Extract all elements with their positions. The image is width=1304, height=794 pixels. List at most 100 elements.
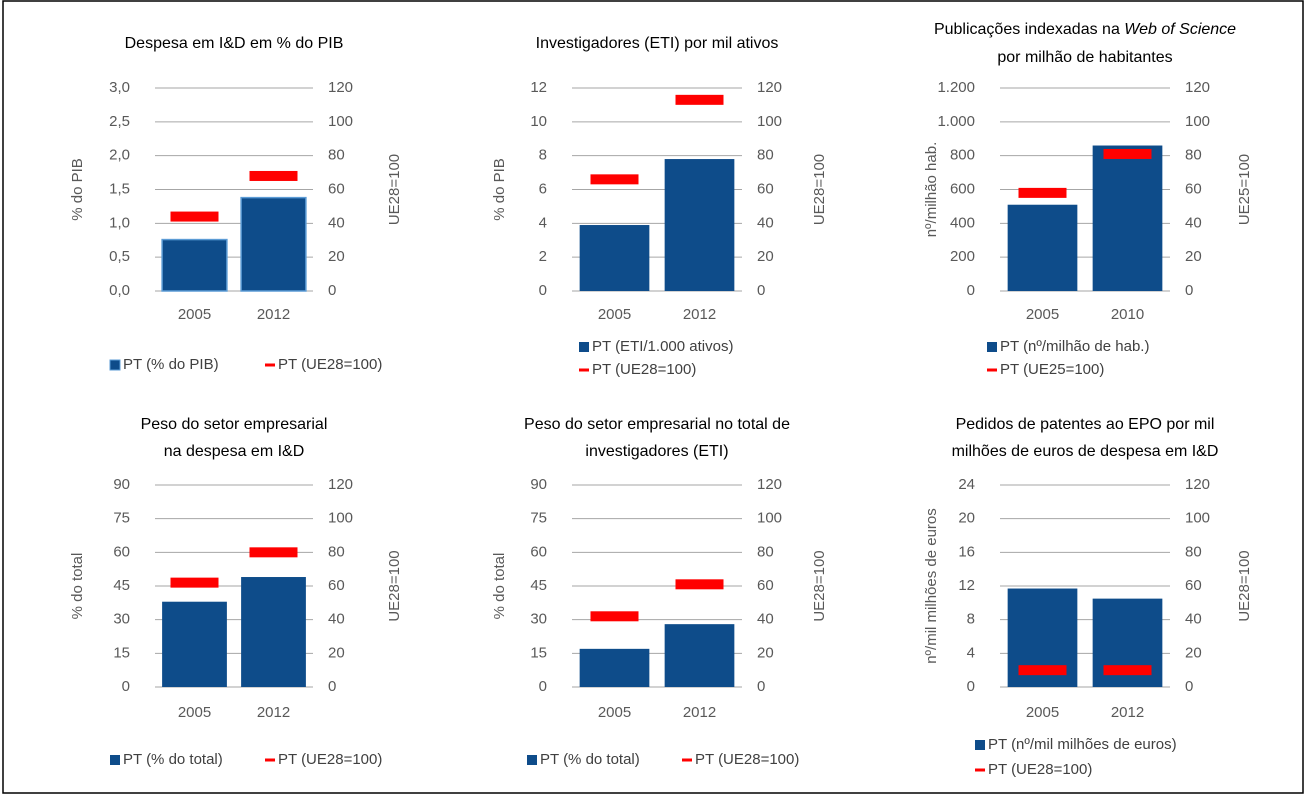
y2-axis-title: UE28=100 bbox=[811, 550, 828, 621]
y2-tick-label: 60 bbox=[757, 577, 774, 594]
y-tick-label: 0 bbox=[122, 678, 130, 695]
legend-swatch bbox=[110, 755, 120, 765]
legend-swatch bbox=[109, 359, 121, 371]
title-segment: Web of Science bbox=[1124, 21, 1236, 38]
y-axis-title: nº/milhão hab. bbox=[923, 142, 940, 238]
chart-title: por milhão de habitantes bbox=[997, 49, 1172, 66]
bar bbox=[161, 238, 228, 292]
y-axis-title: nº/mil milhões de euros bbox=[923, 508, 940, 664]
bar bbox=[579, 225, 650, 291]
y-tick-label: 800 bbox=[950, 147, 975, 164]
legend-swatch bbox=[987, 342, 997, 352]
x-tick-label: 2005 bbox=[598, 704, 631, 721]
y2-tick-label: 40 bbox=[328, 611, 345, 628]
x-tick-label: 2010 bbox=[1111, 306, 1144, 323]
legend-label: PT (UE28=100) bbox=[592, 361, 696, 378]
ue-marker bbox=[1018, 665, 1067, 676]
chart-title: milhões de euros de despesa em I&D bbox=[952, 443, 1219, 460]
y-tick-label: 0 bbox=[539, 678, 547, 695]
y2-tick-label: 100 bbox=[1185, 113, 1210, 130]
bar bbox=[1007, 204, 1078, 291]
legend-label: PT (ETI/1.000 ativos) bbox=[592, 338, 733, 355]
bar bbox=[162, 601, 227, 687]
y2-tick-label: 120 bbox=[757, 476, 782, 493]
ue-marker bbox=[249, 170, 298, 181]
y2-tick-label: 80 bbox=[328, 543, 345, 560]
legend-label: PT (% do total) bbox=[540, 751, 640, 768]
y-tick-label: 45 bbox=[530, 577, 547, 594]
y-tick-label: 1,5 bbox=[109, 180, 130, 197]
ue-marker bbox=[249, 547, 298, 558]
legend-swatch bbox=[579, 368, 589, 372]
y-tick-label: 30 bbox=[530, 611, 547, 628]
y-tick-label: 60 bbox=[113, 543, 130, 560]
chart-title: Pedidos de patentes ao EPO por mil bbox=[956, 416, 1215, 433]
y2-tick-label: 100 bbox=[757, 113, 782, 130]
y-tick-label: 4 bbox=[539, 214, 547, 231]
x-tick-label: 2005 bbox=[178, 704, 211, 721]
y-tick-label: 0 bbox=[967, 282, 975, 299]
y-tick-label: 200 bbox=[950, 248, 975, 265]
y2-tick-label: 100 bbox=[1185, 510, 1210, 527]
y-tick-label: 3,0 bbox=[109, 79, 130, 96]
y-tick-label: 12 bbox=[958, 577, 975, 594]
legend-swatch bbox=[987, 368, 997, 372]
y2-tick-label: 0 bbox=[1185, 678, 1193, 695]
ue-marker bbox=[590, 174, 639, 185]
x-tick-label: 2012 bbox=[1111, 704, 1144, 721]
legend-swatch bbox=[975, 740, 985, 750]
chart-title: Peso do setor empresarial bbox=[141, 416, 328, 433]
title-segment: Publicações indexadas na bbox=[934, 21, 1124, 38]
y-tick-label: 15 bbox=[113, 644, 130, 661]
y2-tick-label: 40 bbox=[328, 214, 345, 231]
y-tick-label: 1,0 bbox=[109, 214, 130, 231]
y2-axis-title: UE28=100 bbox=[1236, 550, 1253, 621]
y2-axis-title: UE28=100 bbox=[811, 154, 828, 225]
y-tick-label: 75 bbox=[113, 510, 130, 527]
y-tick-label: 2 bbox=[539, 248, 547, 265]
y2-axis-title: UE28=100 bbox=[386, 550, 403, 621]
y-tick-label: 600 bbox=[950, 180, 975, 197]
x-tick-label: 2012 bbox=[257, 704, 290, 721]
y2-tick-label: 60 bbox=[1185, 180, 1202, 197]
y2-tick-label: 120 bbox=[328, 476, 353, 493]
ue-marker bbox=[170, 577, 219, 588]
y2-tick-label: 80 bbox=[757, 147, 774, 164]
ue-marker bbox=[675, 579, 724, 590]
legend-swatch bbox=[527, 755, 537, 765]
legend-label: PT (nº/milhão de hab.) bbox=[1000, 338, 1149, 355]
legend-swatch bbox=[579, 342, 589, 352]
legend-swatch bbox=[682, 758, 692, 762]
y-tick-label: 2,5 bbox=[109, 113, 130, 130]
y2-tick-label: 0 bbox=[328, 678, 336, 695]
bar bbox=[664, 159, 735, 291]
bar bbox=[579, 648, 650, 687]
y-tick-label: 90 bbox=[113, 476, 130, 493]
y-tick-label: 0 bbox=[967, 678, 975, 695]
legend-swatch bbox=[265, 363, 275, 367]
y2-tick-label: 100 bbox=[328, 510, 353, 527]
y-tick-label: 1.200 bbox=[937, 79, 975, 96]
y-tick-label: 4 bbox=[967, 644, 975, 661]
y-tick-label: 24 bbox=[958, 476, 975, 493]
y-tick-label: 1.000 bbox=[937, 113, 975, 130]
legend-label: PT (UE28=100) bbox=[695, 751, 799, 768]
y-tick-label: 0 bbox=[539, 282, 547, 299]
y-tick-label: 12 bbox=[530, 79, 547, 96]
y-tick-label: 2,0 bbox=[109, 147, 130, 164]
y2-tick-label: 80 bbox=[1185, 543, 1202, 560]
y2-tick-label: 120 bbox=[757, 79, 782, 96]
legend-label: PT (UE28=100) bbox=[988, 761, 1092, 778]
y2-tick-label: 100 bbox=[328, 113, 353, 130]
legend-label: PT (UE28=100) bbox=[278, 356, 382, 373]
y-axis-title: % do PIB bbox=[491, 158, 508, 221]
y-tick-label: 20 bbox=[958, 510, 975, 527]
legend-swatch bbox=[975, 768, 985, 772]
y-tick-label: 30 bbox=[113, 611, 130, 628]
y2-tick-label: 0 bbox=[757, 678, 765, 695]
y2-tick-label: 20 bbox=[328, 248, 345, 265]
x-tick-label: 2005 bbox=[598, 306, 631, 323]
x-tick-label: 2012 bbox=[683, 306, 716, 323]
chart-title: Despesa em I&D em % do PIB bbox=[125, 35, 344, 52]
